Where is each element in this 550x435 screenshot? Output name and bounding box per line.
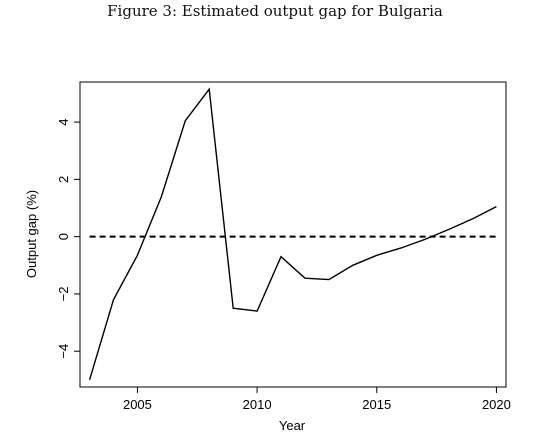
y-tick-label: −2 <box>56 287 71 302</box>
x-tick-label: 2010 <box>243 397 272 412</box>
y-axis-title: Output gap (%) <box>24 190 39 278</box>
y-tick-label: 4 <box>56 118 71 125</box>
plot-frame <box>79 81 507 388</box>
y-tick-label: −4 <box>56 344 71 359</box>
x-tick-label: 2020 <box>482 397 511 412</box>
x-tick-label: 2015 <box>362 397 391 412</box>
y-tick-label: 2 <box>56 176 71 183</box>
output-gap-line <box>88 87 497 381</box>
y-tick-label: 0 <box>56 233 71 240</box>
figure-caption: Figure 3: Estimated output gap for Bulga… <box>107 2 443 20</box>
x-tick-label: 2005 <box>123 397 152 412</box>
x-axis-title: Year <box>279 418 306 433</box>
